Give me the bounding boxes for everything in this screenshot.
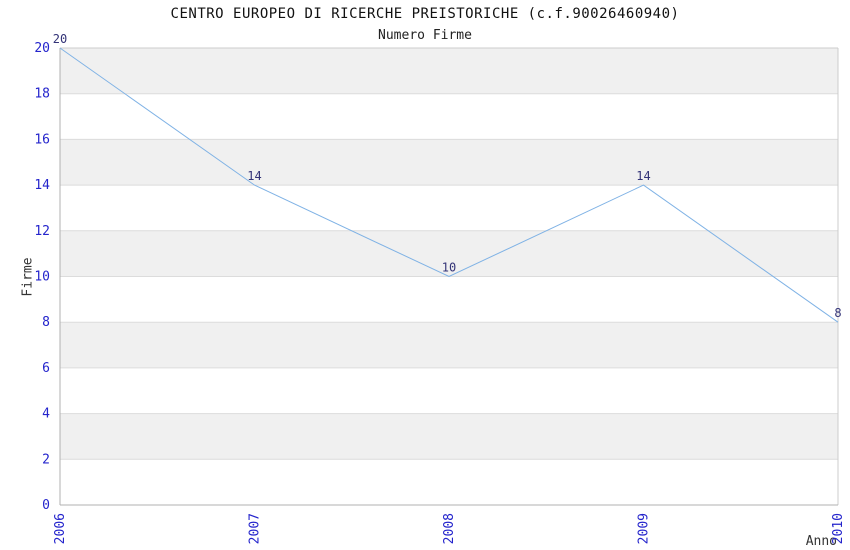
y-tick-label: 14 [34,178,50,193]
y-tick-label: 16 [34,132,50,147]
point-label: 8 [834,306,841,320]
series-line [59,47,839,323]
plot-band [60,139,838,186]
y-tick-label: 4 [42,407,50,422]
y-tick-label: 10 [34,270,50,285]
plot-band [60,48,838,94]
x-tick-label: 2009 [637,513,652,544]
y-tick-label: 6 [42,361,50,376]
chart-subtitle: Numero Firme [378,28,472,43]
point-label: 20 [53,32,67,46]
x-tick-label: 2010 [831,513,846,544]
plot-band [60,230,838,277]
x-tick-label: 2008 [442,513,457,544]
x-tick-label: 2006 [53,513,68,544]
y-tick-label: 8 [42,315,50,330]
point-label: 14 [247,169,261,183]
y-tick-label: 0 [42,498,50,513]
x-axis-label: Anno [805,534,837,549]
plot-band [60,413,838,460]
x-tick-label: 2007 [248,513,263,544]
chart-title: CENTRO EUROPEO DI RICERCHE PREISTORICHE … [170,6,680,22]
y-tick-label: 12 [34,224,50,239]
y-tick-label: 2 [42,452,50,467]
y-tick-label: 20 [34,41,50,56]
point-label: 14 [636,169,650,183]
plot-band [60,322,838,368]
point-label: 10 [442,261,456,275]
y-tick-label: 18 [34,87,50,102]
